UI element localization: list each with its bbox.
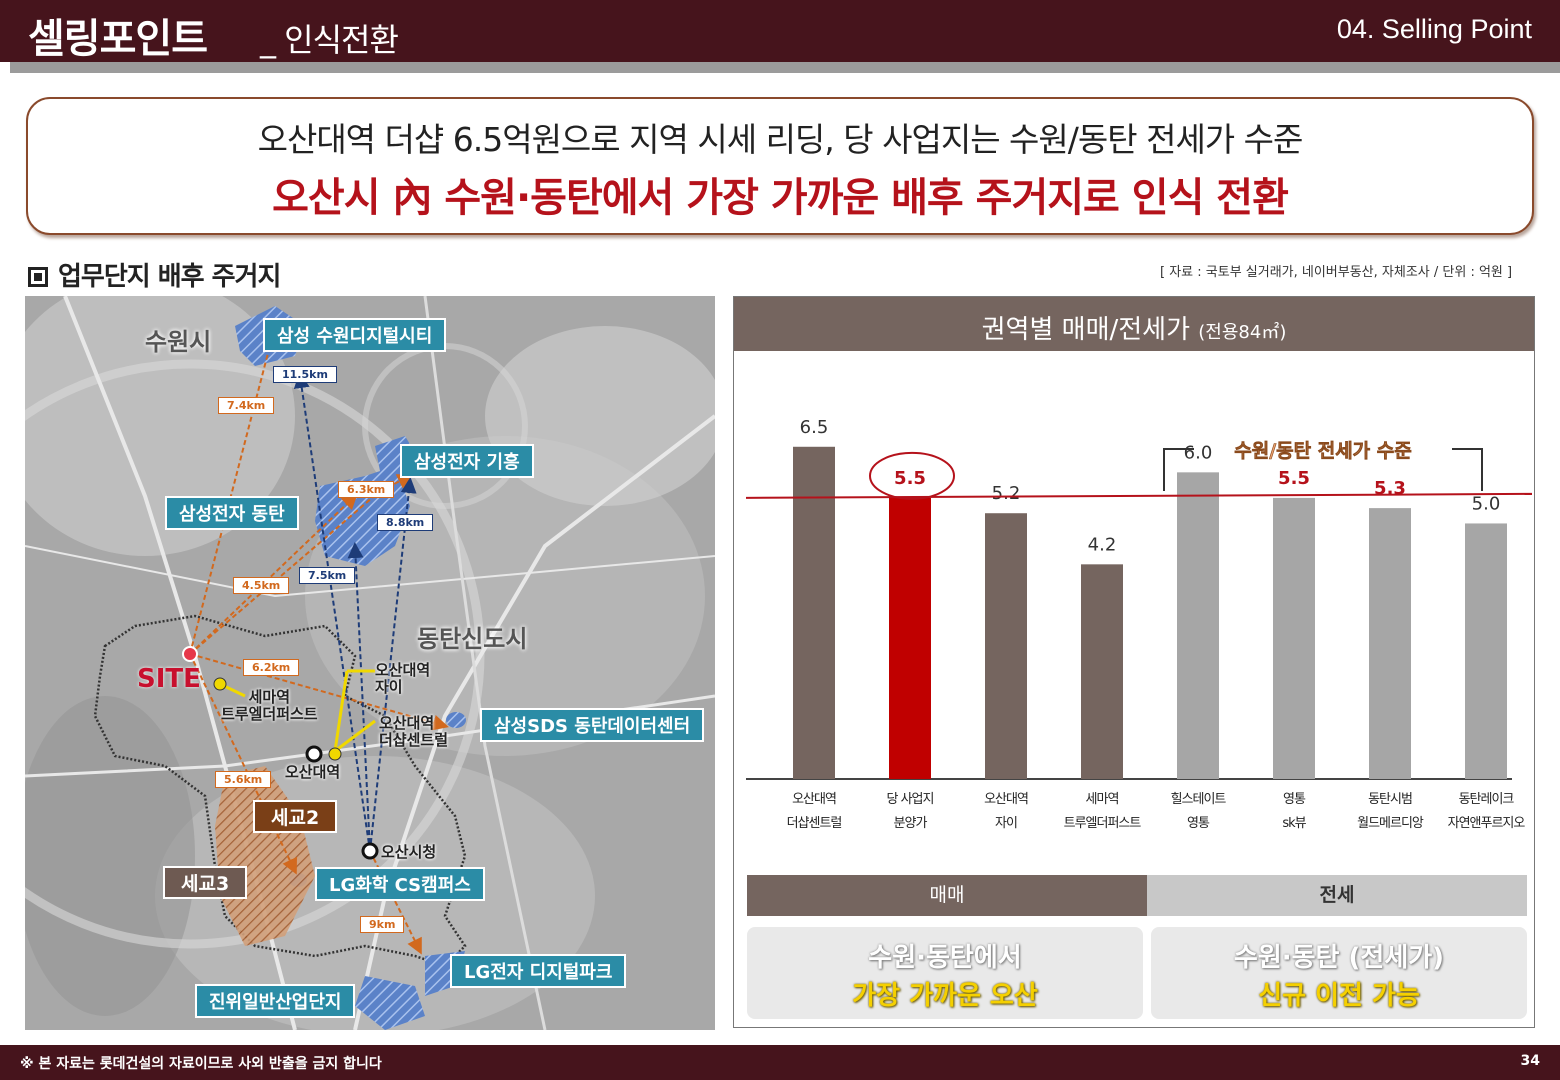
- place-osan-xi: 오산대역 자이: [375, 661, 431, 696]
- place-semaa: 세마역 트루엘더퍼스트: [221, 688, 318, 723]
- bar-3: [1081, 564, 1123, 779]
- category-label-7-1: 자연앤푸르지오: [1448, 816, 1526, 831]
- category-label-5-0: 영통: [1283, 792, 1306, 807]
- headline-line1: 오산대역 더샵 6.5억원으로 지역 시세 리딩, 당 사업지는 수원/동탄 전…: [257, 120, 1304, 159]
- distance-6-2km: 6.2km: [243, 659, 300, 676]
- distance-8-8km: 8.8km: [377, 514, 434, 531]
- source-note: [ 자료 : 국토부 실거래가, 네이버부동산, 자체조사 / 단위 : 억원 …: [1160, 265, 1513, 280]
- category-label-4-1: 영통: [1187, 816, 1210, 831]
- distance-9km: 9km: [360, 916, 405, 933]
- bar-5: [1273, 497, 1315, 779]
- label-samsung-suwon: 삼성 수원디지털시티: [263, 318, 447, 352]
- category-label-7-0: 동탄레이크: [1459, 792, 1515, 807]
- page-title: 셀링포인트: [28, 16, 208, 62]
- category-label-3-0: 세마역: [1086, 792, 1119, 807]
- category-label-6-0: 동탄시범: [1368, 792, 1412, 807]
- headline-box: 오산대역 더샵 6.5억원으로 지역 시세 리딩, 당 사업지는 수원/동탄 전…: [26, 97, 1534, 235]
- value-label-0: 6.5: [800, 417, 829, 438]
- category-label-2-1: 자이: [995, 816, 1017, 831]
- summary-right-line1: 수원·동탄 (전세가): [1233, 943, 1445, 973]
- bar-2: [985, 513, 1027, 779]
- distance-7-4km: 7.4km: [218, 397, 275, 414]
- legend-jeonse: 전세: [1147, 875, 1527, 916]
- distance-5-6km: 5.6km: [215, 771, 272, 788]
- bracket-left: [1163, 448, 1194, 491]
- value-label-2: 5.2: [992, 483, 1021, 504]
- distance-7-5km: 7.5km: [299, 567, 356, 584]
- summary-left-line1: 수원·동탄에서: [868, 943, 1022, 973]
- chart-header: 권역별 매매/전세가 (전용84㎡): [734, 297, 1534, 351]
- bar-6: [1369, 508, 1411, 779]
- category-label-1-1: 분양가: [894, 816, 928, 831]
- category-label-0-1: 더샵센트럴: [787, 816, 842, 831]
- headline-line2: 오산시 內 수원·동탄에서 가장 가까운 배후 주거지로 인식 전환: [272, 175, 1289, 221]
- district-segyo3: 세교3: [163, 866, 248, 899]
- city-suwon: 수원시: [145, 328, 212, 356]
- label-samsung-dongtan: 삼성전자 동탄: [165, 496, 299, 530]
- distance-11-5km: 11.5km: [273, 366, 337, 383]
- value-label-5: 5.5: [1278, 468, 1310, 489]
- footer-note: ※ 본 자료는 롯데건설의 자료이므로 사외 반출을 금지 합니다: [20, 1056, 382, 1072]
- place-osan-station: 오산대역: [285, 763, 341, 781]
- value-label-3: 4.2: [1088, 534, 1117, 555]
- category-label-2-0: 오산대역: [984, 792, 1028, 807]
- city-dongtan: 동탄신도시: [417, 625, 528, 653]
- category-label-0-0: 오산대역: [792, 792, 836, 807]
- value-label-4: 6.0: [1184, 442, 1213, 463]
- value-label-7: 5.0: [1472, 493, 1501, 514]
- chart-legend: 매매 전세: [747, 875, 1527, 916]
- place-osan-sharp: 오산대역 더샵센트럴: [379, 714, 449, 749]
- bar-0: [793, 446, 835, 779]
- label-samsung-giheung: 삼성전자 기흥: [400, 444, 534, 478]
- section-label: 업무단지 배후 주거지: [28, 256, 281, 293]
- bar-1: [889, 497, 931, 779]
- label-lg-chem: LG화학 CS캠퍼스: [315, 867, 485, 901]
- header-shadow: [10, 62, 1560, 73]
- value-label-6: 5.3: [1374, 478, 1406, 499]
- distance-4-5km: 4.5km: [233, 577, 290, 594]
- bar-4: [1177, 472, 1219, 779]
- page-number: 34: [1520, 1053, 1540, 1069]
- district-segyo2: 세교2: [253, 800, 338, 833]
- page-subtitle: _ 인식전환: [260, 21, 399, 59]
- square-bullet-icon: [28, 267, 48, 287]
- summary-left: 수원·동탄에서 가장 가까운 오산: [747, 927, 1143, 1019]
- bracket-label: 수원/동탄 전세가 수준: [1234, 440, 1412, 462]
- category-label-3-1: 트루엘더퍼스트: [1064, 816, 1142, 831]
- category-label-5-1: sk뷰: [1282, 816, 1306, 831]
- highlight-circle: [869, 451, 955, 500]
- label-lg-digital: LG전자 디지털파크: [450, 954, 627, 988]
- distance-6-3km: 6.3km: [338, 481, 395, 498]
- label-jinwi: 진위일반산업단지: [195, 984, 356, 1018]
- summary-right: 수원·동탄 (전세가) 신규 이전 가능: [1151, 927, 1527, 1019]
- summary-right-line2: 신규 이전 가능: [1258, 981, 1420, 1011]
- location-map: 수원시 동탄신도시 삼성 수원디지털시티 삼성전자 기흥 삼성전자 동탄 삼성S…: [25, 296, 715, 1030]
- value-label-1: 5.5: [894, 468, 926, 489]
- header-bar: 셀링포인트 _ 인식전환 04. Selling Point: [0, 0, 1560, 62]
- footer-bar: ※ 본 자료는 롯데건설의 자료이므로 사외 반출을 금지 합니다 34: [0, 1045, 1560, 1080]
- bracket-right: [1452, 448, 1483, 491]
- reference-line: [745, 492, 1533, 499]
- label-samsung-sds: 삼성SDS 동탄데이터센터: [480, 708, 705, 742]
- category-label-4-0: 힐스테이트: [1171, 792, 1227, 807]
- category-label-6-1: 월드메르디앙: [1357, 816, 1424, 831]
- chart-title: 권역별 매매/전세가 (전용84㎡): [981, 315, 1287, 345]
- site-marker-label: SITE: [137, 664, 201, 694]
- section-code: 04. Selling Point: [1336, 14, 1532, 44]
- category-label-1-0: 당 사업지: [887, 792, 934, 807]
- summary-left-line2: 가장 가까운 오산: [852, 981, 1038, 1011]
- bar-7: [1465, 523, 1507, 779]
- legend-sale: 매매: [747, 875, 1147, 916]
- place-city-hall: 오산시청: [381, 843, 437, 861]
